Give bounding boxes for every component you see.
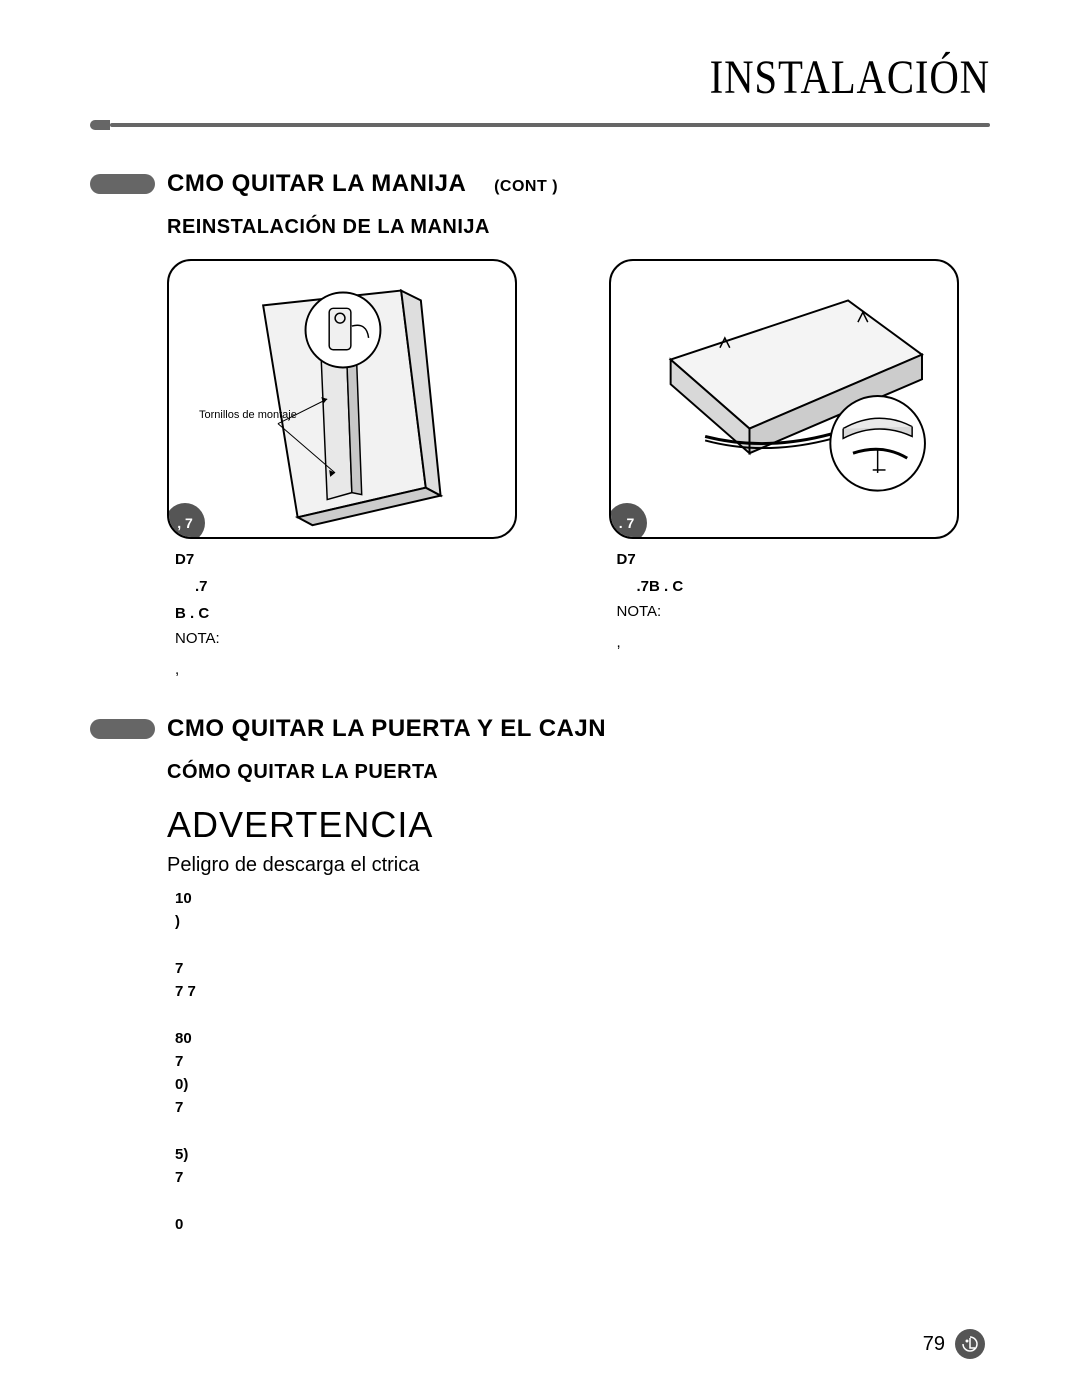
figure-2-caption: D7 .7B . C NOTA: ,	[609, 549, 969, 653]
divider-line	[110, 123, 990, 127]
figure-1-column: Tornillos de montaje , 7 D7 .7 B . C NOT…	[167, 259, 549, 680]
callout-label: Tornillos de montaje	[199, 409, 297, 421]
warning-body: 10 ) 7 7 7 80 7 0) 7 5) 7 0	[175, 887, 695, 1236]
step-badge-1: , 7	[167, 503, 205, 539]
fig1-note-body: ,	[175, 659, 507, 680]
divider-cap	[90, 120, 110, 130]
fig1-line1: D7	[175, 549, 507, 570]
page-footer: 79	[923, 1329, 985, 1359]
fig1-line2: B . C	[175, 603, 507, 624]
page-title: INSTALACIÓN	[225, 50, 990, 105]
fig1-bold1: .7	[195, 576, 507, 597]
figure-2-column: . 7 D7 .7B . C NOTA: ,	[609, 259, 991, 680]
step-badge-2: . 7	[609, 503, 647, 539]
figure-1-caption: D7 .7 B . C NOTA: ,	[167, 549, 527, 680]
page-number: 79	[923, 1333, 945, 1356]
fig1-note-label: NOTA:	[175, 630, 220, 647]
section1-heading: CMO QUITAR LA MANIJA (CONT )	[90, 170, 990, 198]
section1-title-text: CMO QUITAR LA MANIJA	[167, 170, 465, 197]
figure-1-box: Tornillos de montaje , 7	[167, 259, 517, 539]
section1-title: CMO QUITAR LA MANIJA (CONT )	[167, 170, 558, 198]
fig2-bold: .7B . C	[637, 576, 949, 597]
figure-1-illustration	[169, 261, 515, 537]
fig2-note-body: ,	[617, 632, 949, 653]
figure-2-box: . 7	[609, 259, 959, 539]
section2-title: CMO QUITAR LA PUERTA Y EL CAJN	[167, 715, 606, 743]
lg-logo-icon	[955, 1329, 985, 1359]
warning-title: ADVERTENCIA	[167, 804, 990, 846]
bullet-icon	[90, 174, 155, 194]
section1-subheading: REINSTALACIÓN DE LA MANIJA	[167, 216, 990, 239]
fig2-line1: D7	[617, 549, 949, 570]
divider	[90, 120, 990, 130]
bullet-icon	[90, 719, 155, 739]
section2-heading: CMO QUITAR LA PUERTA Y EL CAJN	[90, 715, 990, 743]
section2-subheading: CÓMO QUITAR LA PUERTA	[167, 761, 990, 784]
document-page: INSTALACIÓN CMO QUITAR LA MANIJA (CONT )…	[0, 0, 1080, 1399]
figure-2-illustration	[611, 261, 957, 537]
section1-cont: (CONT )	[494, 178, 558, 195]
warning-subtitle: Peligro de descarga el ctrica	[167, 854, 990, 877]
figures-row: Tornillos de montaje , 7 D7 .7 B . C NOT…	[167, 259, 990, 680]
fig2-note-label: NOTA:	[617, 603, 662, 620]
